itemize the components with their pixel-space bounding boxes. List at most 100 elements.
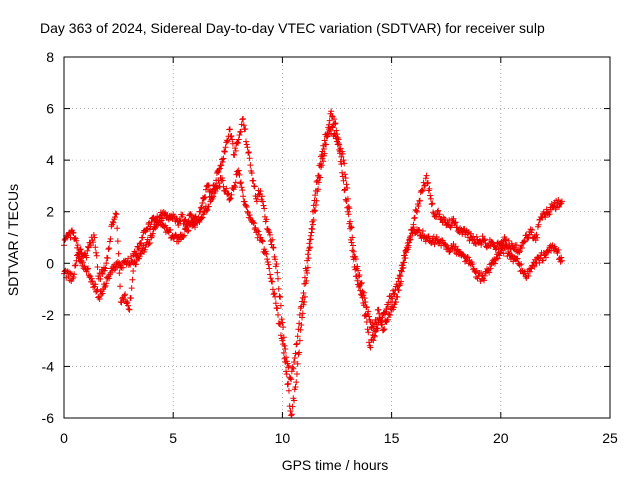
- data-point-interp: [264, 226, 271, 233]
- data-point-interp: [135, 246, 142, 253]
- data-point-interp: [285, 380, 292, 387]
- data-point: [235, 167, 242, 174]
- data-point-interp: [521, 238, 528, 245]
- data-point-interp: [272, 256, 279, 263]
- data-point-interp: [135, 255, 142, 262]
- data-point: [454, 224, 461, 231]
- data-point: [113, 211, 120, 218]
- data-point-interp: [309, 218, 316, 225]
- data-point-interp: [297, 326, 304, 333]
- data-point-interp: [384, 316, 391, 323]
- data-point-interp: [462, 258, 469, 265]
- data-point-interp: [529, 226, 536, 233]
- data-point-interp: [534, 234, 541, 241]
- data-point-interp: [309, 226, 316, 233]
- data-point-interp: [92, 281, 99, 288]
- data-point-interp: [228, 191, 235, 198]
- data-point-interp: [241, 198, 248, 205]
- data-point-interp: [83, 254, 90, 261]
- data-point-interp: [298, 321, 305, 328]
- data-point-interp: [446, 217, 453, 224]
- data-point-interp: [526, 268, 533, 275]
- data-point: [309, 221, 316, 228]
- data-point-interp: [334, 141, 341, 148]
- data-point-interp: [267, 271, 274, 278]
- data-point-interp: [210, 182, 217, 189]
- data-point-interp: [326, 117, 333, 124]
- data-point-interp: [481, 272, 488, 279]
- data-point-interp: [392, 286, 399, 293]
- data-point-interp: [105, 246, 112, 253]
- data-point-interp: [267, 275, 274, 282]
- data-point: [192, 224, 199, 231]
- data-point: [336, 146, 343, 153]
- data-point-interp: [351, 264, 358, 271]
- y-tick-label: 0: [46, 255, 54, 271]
- data-point-interp: [284, 381, 291, 388]
- data-point: [288, 412, 295, 419]
- data-point-interp: [273, 261, 280, 268]
- data-point-interp: [406, 236, 413, 243]
- data-point-interp: [342, 196, 349, 203]
- data-point: [288, 376, 295, 383]
- data-point-interp: [307, 244, 314, 251]
- data-point-interp: [245, 149, 252, 156]
- data-point-interp: [236, 171, 243, 178]
- data-point-interp: [133, 251, 140, 258]
- data-point-interp: [264, 256, 271, 263]
- data-point-interp: [516, 262, 523, 269]
- data-point: [554, 249, 561, 256]
- data-point-interp: [337, 145, 344, 152]
- tick-labels: 0 5 10 15 20 25 -6 -4 -2 0 2 4 6 8: [42, 49, 618, 446]
- data-point-interp: [261, 205, 268, 212]
- data-point-interp: [404, 239, 411, 246]
- data-point-interp: [114, 238, 121, 245]
- data-point-interp: [287, 407, 294, 414]
- data-point-interp: [291, 355, 298, 362]
- data-point-interp: [115, 250, 122, 257]
- data-point-interp: [384, 303, 391, 310]
- data-point-interp: [452, 243, 459, 250]
- data-point-interp: [173, 215, 180, 222]
- data-point-interp: [189, 220, 196, 227]
- data-point-interp: [263, 251, 270, 258]
- data-point-interp: [419, 228, 426, 234]
- data-point-interp: [325, 131, 332, 138]
- data-point-interp: [210, 193, 217, 200]
- data-point-interp: [219, 177, 226, 184]
- data-point-interp: [103, 280, 110, 287]
- data-point-interp: [189, 223, 196, 230]
- data-point-interp: [147, 223, 154, 230]
- data-point-interp: [304, 251, 311, 258]
- data-point-interp: [277, 293, 284, 300]
- data-point-interp: [212, 188, 219, 195]
- data-point-interp: [117, 283, 124, 290]
- data-point-interp: [277, 302, 284, 309]
- data-point-interp: [237, 128, 244, 135]
- data-point: [275, 311, 282, 318]
- data-point-interp: [364, 326, 371, 333]
- data-point-interp: [465, 254, 472, 261]
- data-point-interp: [66, 277, 73, 284]
- data-point-interp: [138, 240, 145, 247]
- data-point-interp: [74, 251, 81, 258]
- data-point-interp: [275, 285, 282, 292]
- data-point-interp: [378, 318, 385, 325]
- data-point: [436, 211, 443, 218]
- data-point-interp: [125, 306, 132, 313]
- data-point: [222, 144, 229, 151]
- data-point-interp: [456, 248, 463, 255]
- data-point-interp: [72, 262, 79, 269]
- data-point-interp: [516, 248, 523, 255]
- data-point-interp: [280, 324, 287, 331]
- data-point-interp: [320, 142, 327, 149]
- data-point-interp: [350, 242, 357, 249]
- data-point-interp: [245, 149, 252, 156]
- data-point-interp: [96, 295, 103, 302]
- data-point-interp: [389, 295, 396, 302]
- data-point-interp: [247, 162, 254, 169]
- data-point-interp: [141, 246, 148, 253]
- data-point-interp: [129, 258, 136, 265]
